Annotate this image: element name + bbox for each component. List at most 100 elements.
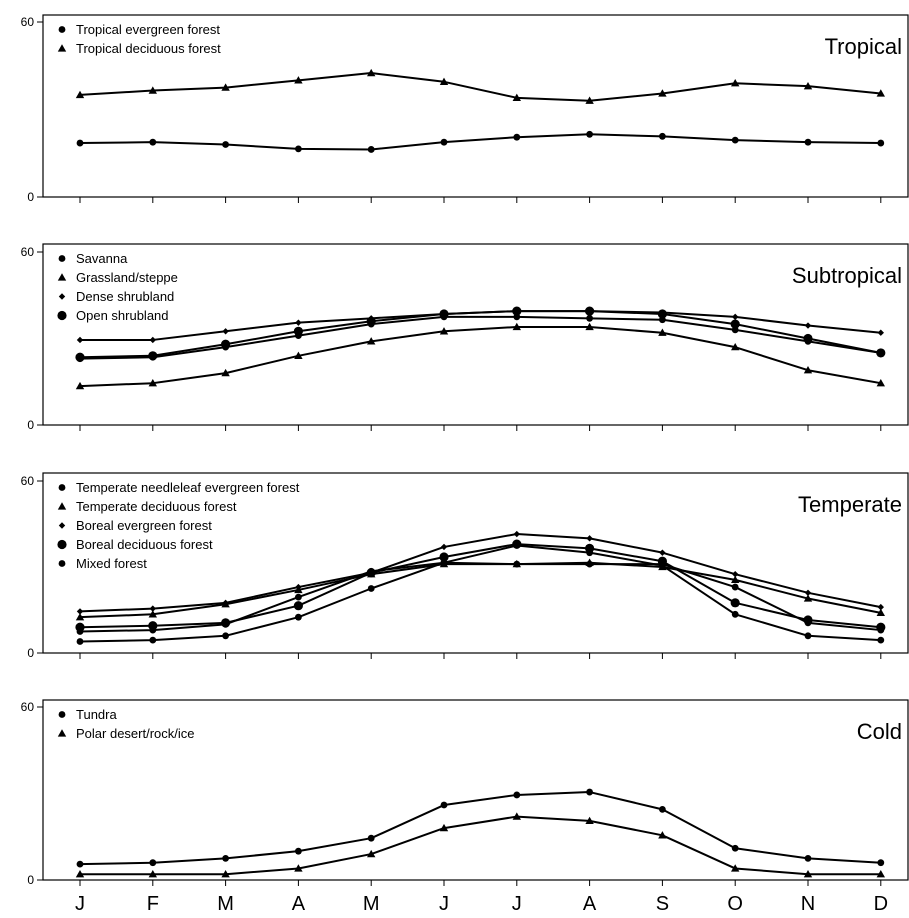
data-point (222, 599, 229, 607)
data-point (440, 801, 448, 809)
series-line-2 (80, 310, 881, 341)
y-tick-label: 60 (21, 474, 35, 488)
panel-tropical: 0 60 Tropical Tropical evergreen forest Trop… (21, 14, 909, 204)
data-point (512, 539, 522, 549)
series-line-3 (79, 310, 881, 359)
data-point (75, 90, 85, 99)
data-point (804, 138, 812, 146)
data-point (585, 96, 594, 104)
y-tick-label: 60 (21, 245, 35, 259)
data-point (295, 583, 302, 591)
data-point (148, 86, 157, 94)
data-point (76, 336, 84, 344)
data-point (149, 626, 157, 634)
data-point (803, 81, 813, 90)
data-point (876, 608, 885, 617)
series-line-0 (79, 544, 881, 643)
panel-title: Subtropical (792, 263, 902, 288)
data-point (659, 549, 666, 556)
series-line-1 (80, 815, 881, 876)
data-point (804, 589, 812, 596)
data-point (731, 864, 740, 872)
data-point (222, 632, 230, 640)
data-point (75, 870, 85, 878)
data-point (512, 306, 522, 316)
data-point (657, 309, 668, 319)
legend-marker (58, 484, 66, 491)
panel-title: Temperate (798, 492, 902, 517)
panel-title: Cold (857, 719, 902, 744)
plot-frame (42, 14, 909, 198)
legend-entry: Savanna (76, 251, 128, 266)
month-label: F (147, 893, 159, 915)
data-point (439, 327, 449, 335)
data-point (148, 610, 157, 618)
legend-marker (57, 729, 67, 737)
data-point (731, 844, 739, 852)
data-point (731, 583, 739, 591)
data-point (148, 870, 157, 878)
data-point (222, 854, 230, 862)
data-point (367, 567, 375, 575)
data-point (803, 594, 813, 602)
data-point (75, 612, 85, 621)
legend-entry: Temperate deciduous forest (76, 499, 237, 514)
data-point (439, 77, 449, 85)
data-point (367, 337, 376, 345)
data-point (804, 619, 812, 627)
data-point (731, 610, 739, 618)
data-point (730, 598, 740, 608)
data-point (221, 870, 230, 878)
legend-marker (58, 26, 66, 33)
data-point (148, 351, 158, 361)
data-point (513, 791, 521, 799)
data-point (439, 309, 449, 319)
data-point (659, 805, 666, 813)
data-point (440, 138, 448, 146)
data-point (149, 859, 157, 867)
data-point (658, 831, 667, 839)
data-point (366, 316, 376, 326)
data-point (585, 322, 594, 331)
legend-marker (58, 255, 66, 262)
data-point (804, 854, 812, 862)
month-label: S (656, 893, 669, 915)
legend-entry: Boreal deciduous forest (76, 537, 213, 552)
data-point (295, 613, 302, 621)
data-point (876, 378, 885, 387)
y-tick-label: 0 (27, 646, 34, 660)
data-point (149, 605, 156, 612)
data-point (295, 145, 302, 153)
legend-marker (58, 560, 66, 567)
data-point (658, 89, 667, 97)
data-point (221, 368, 230, 377)
data-point (295, 319, 302, 326)
series-line-3 (79, 543, 881, 629)
panel-subtropical: 0 60 Subtropical Savanna Grassland/steppe Den… (21, 243, 909, 432)
data-point (804, 322, 812, 329)
legend-marker (57, 310, 67, 321)
data-point (803, 870, 813, 878)
data-point (367, 834, 375, 842)
data-point (658, 328, 667, 336)
legend-marker (58, 522, 66, 529)
plot-frame (42, 699, 909, 881)
data-point (293, 601, 303, 611)
data-point (149, 636, 157, 644)
data-point (877, 636, 885, 644)
data-point (586, 314, 593, 322)
data-point (876, 870, 885, 878)
data-point (804, 632, 812, 640)
data-point (659, 132, 666, 140)
month-label: M (217, 893, 234, 915)
data-point (512, 322, 521, 331)
data-point (76, 139, 84, 147)
y-tick-label: 0 (27, 190, 34, 204)
data-point (367, 585, 375, 592)
data-point (294, 351, 303, 359)
data-point (367, 146, 375, 153)
legend-entry: Dense shrubland (76, 289, 174, 304)
data-point (876, 89, 885, 97)
data-point (221, 83, 230, 91)
data-point (76, 638, 84, 645)
